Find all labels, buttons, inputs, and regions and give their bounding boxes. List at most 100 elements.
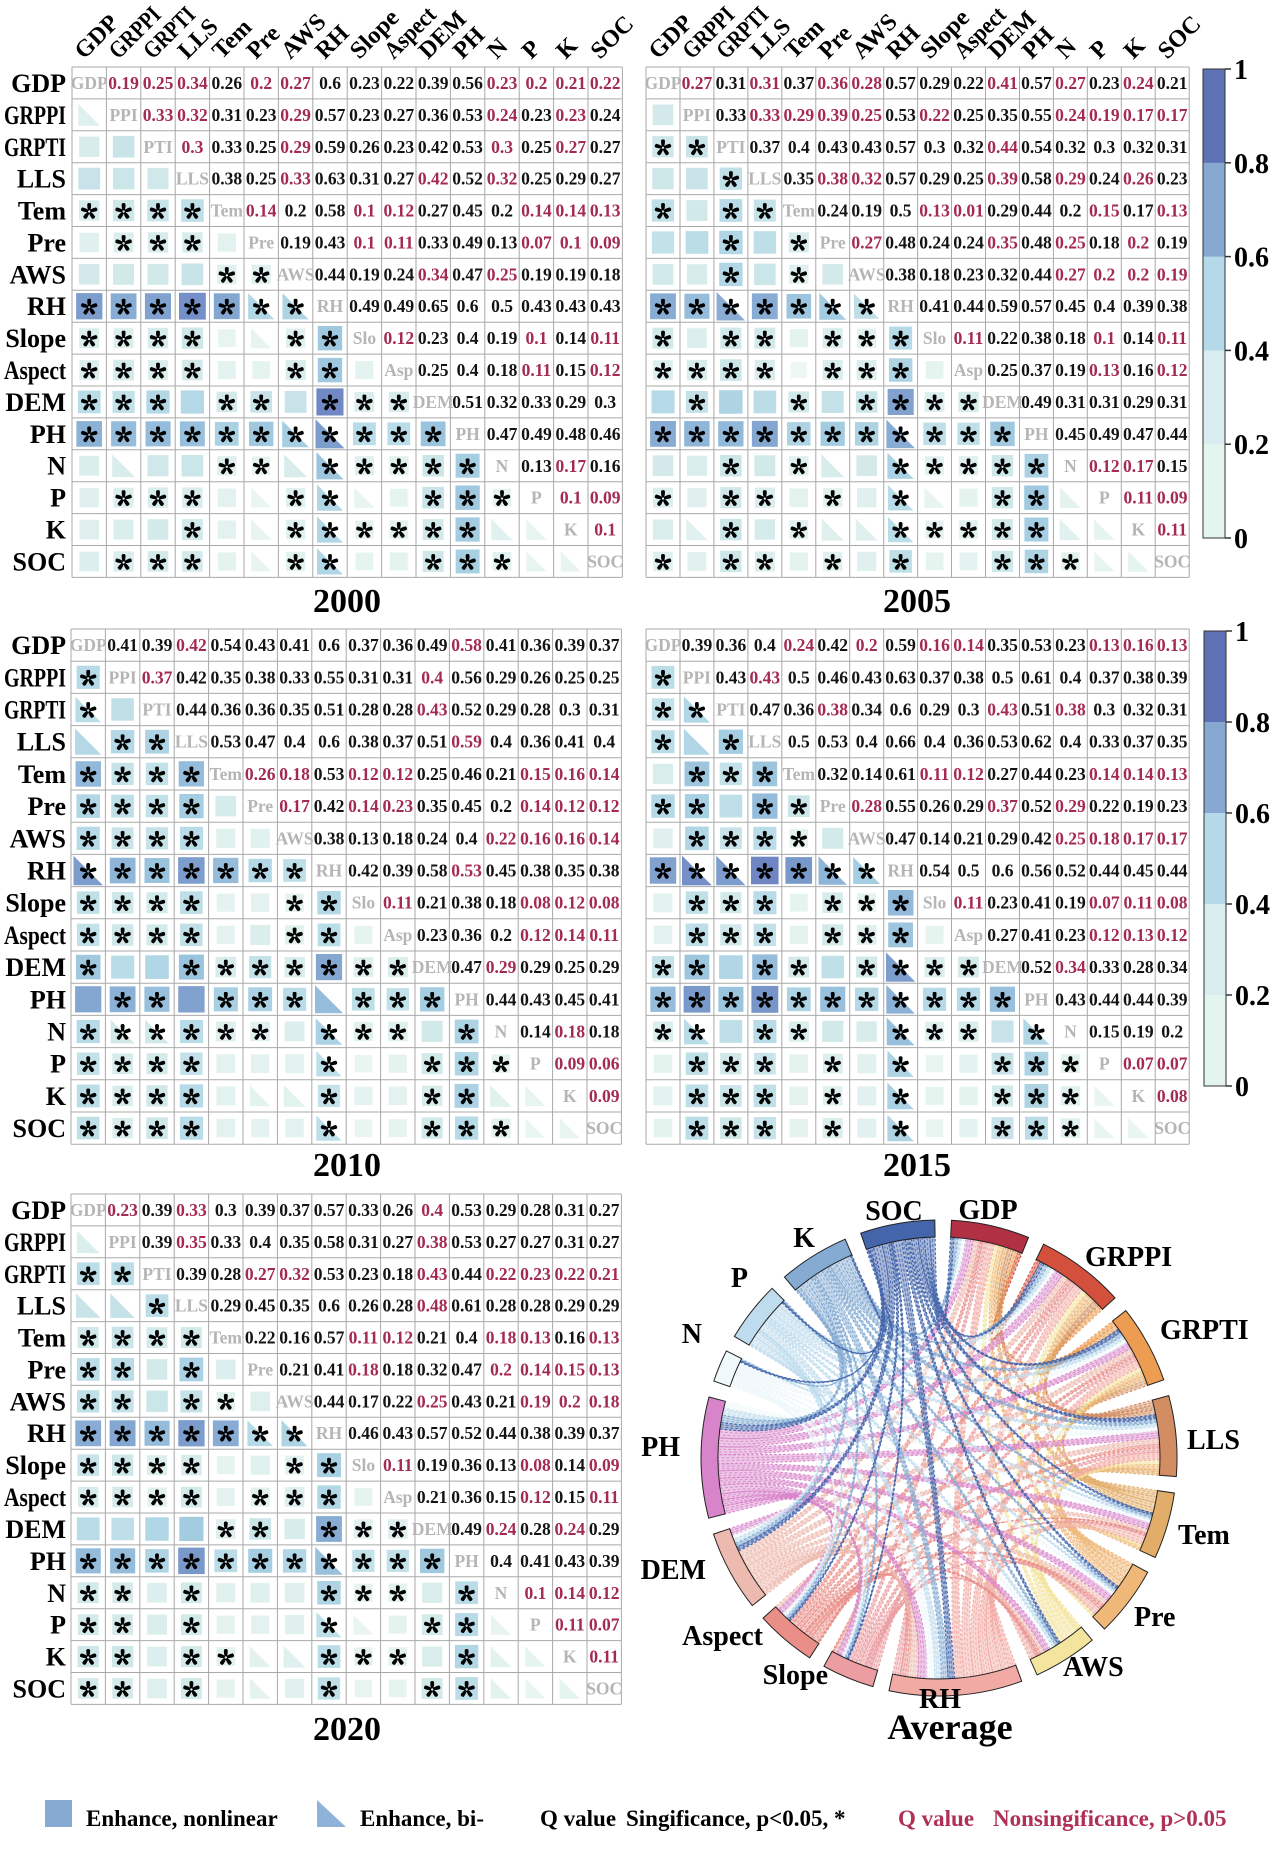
svg-text:0.44: 0.44 [987, 137, 1018, 157]
svg-text:0.44: 0.44 [1089, 989, 1120, 1009]
svg-text:0.18: 0.18 [382, 828, 413, 848]
svg-text:0.11: 0.11 [954, 328, 984, 348]
svg-text:PH: PH [30, 985, 66, 1014]
svg-text:0.31: 0.31 [554, 1200, 585, 1220]
svg-text:0.53: 0.53 [451, 1232, 482, 1252]
svg-text:1: 1 [1235, 617, 1249, 648]
svg-text:GRPTI: GRPTI [4, 133, 66, 162]
svg-text:0.2: 0.2 [285, 201, 307, 221]
svg-text:0.39: 0.39 [176, 1264, 207, 1284]
svg-text:0.52: 0.52 [1021, 957, 1052, 977]
svg-text:0.47: 0.47 [451, 957, 482, 977]
svg-text:0.2: 0.2 [1161, 1022, 1183, 1042]
svg-text:0.17: 0.17 [1123, 828, 1154, 848]
svg-text:0.4: 0.4 [421, 1200, 443, 1220]
svg-text:0.5: 0.5 [788, 732, 810, 752]
svg-text:K: K [46, 1643, 67, 1672]
svg-text:0.12: 0.12 [348, 764, 379, 784]
svg-text:0.23: 0.23 [349, 73, 380, 93]
svg-text:0.57: 0.57 [417, 1423, 448, 1443]
svg-text:0.13: 0.13 [1089, 635, 1120, 655]
svg-text:0.28: 0.28 [520, 1296, 551, 1316]
svg-text:Slope: Slope [5, 1451, 66, 1480]
svg-text:0.24: 0.24 [919, 232, 950, 252]
svg-text:K: K [46, 516, 67, 545]
svg-text:0.57: 0.57 [885, 73, 916, 93]
svg-text:0.29: 0.29 [520, 957, 551, 977]
svg-text:0.11: 0.11 [589, 1487, 619, 1507]
svg-text:0.49: 0.49 [417, 635, 448, 655]
svg-text:0.6: 0.6 [992, 861, 1014, 881]
svg-text:K: K [1131, 1086, 1145, 1106]
svg-text:0.31: 0.31 [749, 73, 780, 93]
svg-text:0.42: 0.42 [418, 137, 449, 157]
svg-text:GDP: GDP [11, 1196, 66, 1225]
svg-text:0.27: 0.27 [851, 232, 882, 252]
svg-text:0.53: 0.53 [451, 861, 482, 881]
svg-text:SOC: SOC [13, 1114, 66, 1143]
svg-text:0.53: 0.53 [314, 1264, 345, 1284]
svg-text:0.23: 0.23 [987, 893, 1018, 913]
svg-text:0.18: 0.18 [382, 1360, 413, 1380]
svg-text:0.25: 0.25 [418, 360, 449, 380]
svg-text:0.45: 0.45 [486, 861, 517, 881]
svg-text:0.58: 0.58 [451, 635, 482, 655]
svg-text:0.12: 0.12 [382, 1328, 413, 1348]
svg-text:0.42: 0.42 [1021, 828, 1052, 848]
svg-text:PH: PH [30, 420, 66, 449]
svg-text:0.27: 0.27 [383, 105, 414, 125]
svg-text:0.49: 0.49 [451, 1519, 482, 1539]
svg-text:0.31: 0.31 [348, 667, 379, 687]
svg-text:0.28: 0.28 [210, 1264, 241, 1284]
svg-text:0.45: 0.45 [451, 796, 482, 816]
svg-text:0.52: 0.52 [451, 700, 482, 720]
svg-text:Pre: Pre [248, 232, 274, 252]
svg-text:AWS: AWS [1063, 1652, 1124, 1683]
svg-text:0.1: 0.1 [353, 201, 375, 221]
svg-text:0.25: 0.25 [521, 169, 552, 189]
svg-text:0.28: 0.28 [520, 700, 551, 720]
svg-text:0.53: 0.53 [1021, 635, 1052, 655]
svg-text:0.16: 0.16 [554, 1328, 585, 1348]
svg-text:0.45: 0.45 [554, 989, 585, 1009]
svg-text:0.45: 0.45 [1123, 861, 1154, 881]
svg-text:0.1: 0.1 [524, 1583, 546, 1603]
svg-text:0.42: 0.42 [176, 667, 207, 687]
svg-text:0.24: 0.24 [554, 1519, 585, 1539]
svg-text:0.36: 0.36 [451, 1487, 482, 1507]
svg-text:0.58: 0.58 [315, 201, 346, 221]
svg-text:DEM: DEM [641, 1555, 706, 1586]
svg-text:GDP: GDP [70, 1200, 107, 1220]
svg-text:0.4: 0.4 [490, 1551, 512, 1571]
svg-text:0.09: 0.09 [1157, 488, 1188, 508]
svg-text:0.51: 0.51 [452, 392, 483, 412]
svg-text:0.21: 0.21 [953, 828, 984, 848]
svg-text:AWS: AWS [848, 264, 886, 284]
svg-text:0.08: 0.08 [520, 1455, 551, 1475]
svg-text:0.49: 0.49 [521, 424, 552, 444]
svg-text:P: P [1099, 1054, 1110, 1074]
svg-text:0.3: 0.3 [215, 1200, 237, 1220]
svg-text:0.38: 0.38 [589, 861, 620, 881]
svg-text:0.41: 0.41 [279, 635, 310, 655]
svg-text:1: 1 [1234, 55, 1248, 86]
svg-text:0.37: 0.37 [348, 635, 379, 655]
svg-text:0.1: 0.1 [560, 488, 582, 508]
svg-text:0.15: 0.15 [1157, 456, 1188, 476]
svg-text:2015: 2015 [883, 1147, 951, 1184]
svg-text:0.29: 0.29 [919, 700, 950, 720]
svg-text:PH: PH [1024, 989, 1049, 1009]
svg-text:0.13: 0.13 [1157, 635, 1188, 655]
svg-text:GRPPI: GRPPI [4, 1228, 66, 1257]
svg-text:Enhance, bi-: Enhance, bi- [360, 1806, 484, 1831]
svg-text:0.42: 0.42 [348, 861, 379, 881]
svg-text:0.44: 0.44 [1123, 989, 1154, 1009]
svg-text:0.4: 0.4 [856, 732, 878, 752]
svg-text:0.39: 0.39 [817, 105, 848, 125]
svg-text:0.39: 0.39 [554, 1423, 585, 1443]
svg-text:0.29: 0.29 [589, 1296, 620, 1316]
svg-text:0.29: 0.29 [987, 828, 1018, 848]
svg-text:0.14: 0.14 [554, 925, 585, 945]
svg-text:0.28: 0.28 [851, 796, 882, 816]
svg-text:0.35: 0.35 [210, 667, 241, 687]
